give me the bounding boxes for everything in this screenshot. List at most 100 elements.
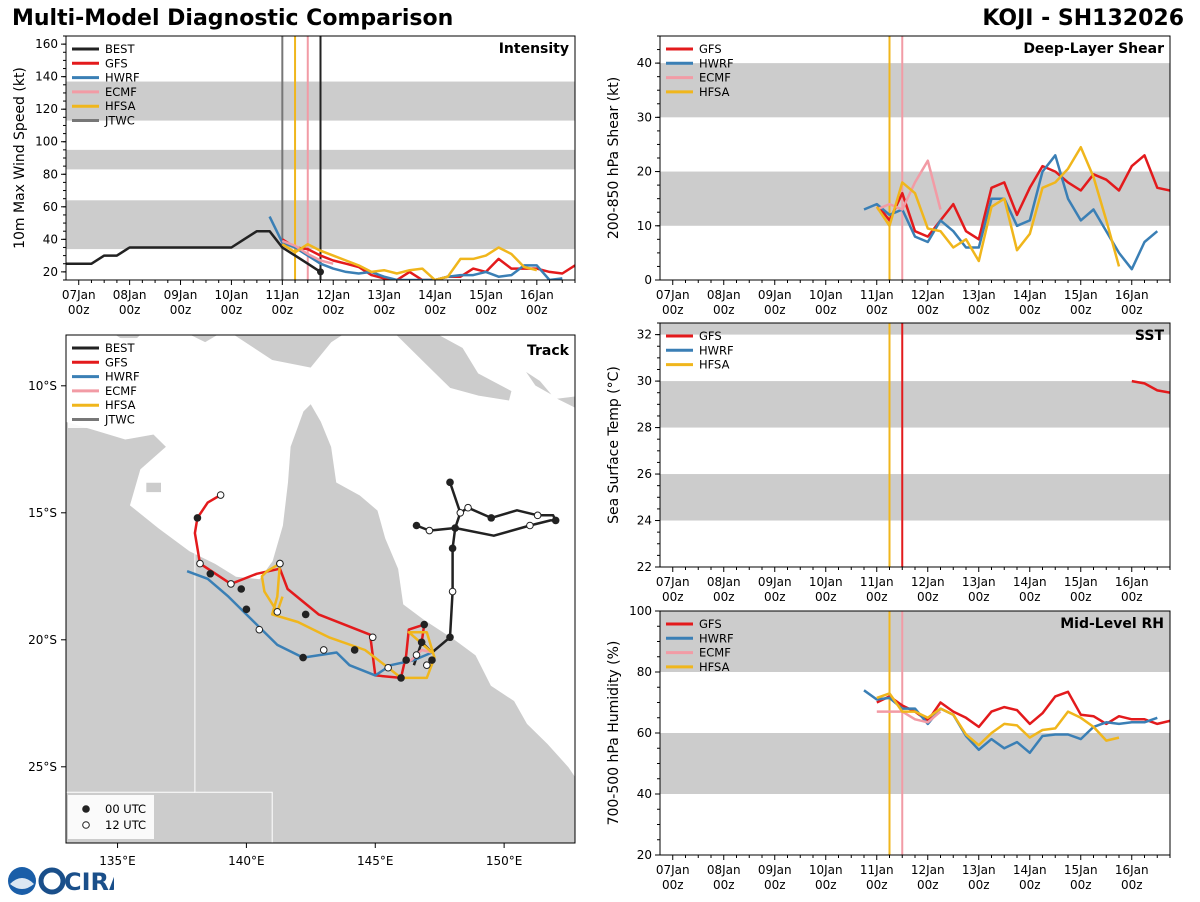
rh-xtick-label: 07Jan 00z: [656, 863, 690, 892]
marker-legend-12utc-icon: [82, 821, 90, 829]
shear-legend-label-hwrf: HWRF: [699, 56, 734, 70]
track-marker-00utc: [350, 646, 359, 654]
intensity-series-best: [66, 229, 322, 273]
track-chart-group: 135°E 140°E 145°E 150°E 10°S 15°S 20°S 25°S Trac…: [28, 334, 576, 868]
rh-xtick-day: 10Jan: [809, 863, 843, 877]
sst-xtick-hour: 00z: [917, 590, 939, 604]
track-legend-label-hwrf: HWRF: [105, 370, 140, 384]
shear-xtick-hour: 00z: [917, 303, 939, 317]
shear-panel-title: Deep-Layer Shear: [1023, 41, 1164, 57]
rh-series-hfsa: [876, 692, 1120, 747]
shear-legend-label-ecmf: ECMF: [699, 71, 731, 85]
intensity-xtick-label: 16Jan 00z: [520, 288, 554, 317]
track-marker-12utc: [368, 633, 377, 642]
sst-ytick-label: 28: [637, 421, 652, 435]
rh-ytick-label: 20: [637, 848, 652, 862]
rh-series-gfs: [876, 690, 1170, 729]
shear-xtick-hour: 00z: [815, 303, 837, 317]
intensity-xtick-label: 13Jan 00z: [367, 288, 401, 317]
track-marker-00utc: [397, 674, 405, 682]
track-marker-00utc: [193, 514, 202, 522]
shear-ytick-label: 30: [637, 110, 652, 124]
rh-xtick-hour: 00z: [713, 878, 735, 892]
sst-xtick-label: 11Jan 00z: [860, 575, 894, 604]
marker-legend-00utc-icon: [82, 805, 90, 813]
shear-xtick-day: 13Jan: [962, 288, 996, 302]
sst-xtick-day: 16Jan: [1115, 575, 1149, 589]
intensity-xtick-day: 16Jan: [520, 288, 554, 302]
shear-xtick-day: 14Jan: [1013, 288, 1047, 302]
rh-plot-area: [660, 611, 1170, 855]
shear-xtick-hour: 00z: [1019, 303, 1041, 317]
rh-xtick-day: 16Jan: [1115, 863, 1149, 877]
shear-xtick-day: 15Jan: [1064, 288, 1098, 302]
shear-plot-area: [660, 36, 1170, 280]
track-marker-12utc: [456, 509, 465, 517]
sst-plot-area: [660, 323, 1170, 567]
intensity-xtick-day: 13Jan: [367, 288, 401, 302]
sst-xtick-label: 16Jan 00z: [1115, 575, 1149, 604]
track-marker-00utc: [428, 656, 436, 664]
intensity-panel-title: Intensity: [499, 41, 569, 57]
shear-xtick-day: 12Jan: [911, 288, 945, 302]
rh-xtick-hour: 00z: [866, 878, 888, 892]
shear-ylabel: 200-850 hPa Shear (kt): [606, 77, 622, 239]
intensity-ytick-label: 160: [35, 37, 58, 51]
track-lon-label: 150°E: [486, 854, 523, 868]
shear-xtick-hour: 00z: [1070, 303, 1092, 317]
track-legend-label-ecmf: ECMF: [105, 384, 137, 398]
rh-xtick-label: 16Jan 00z: [1115, 863, 1149, 892]
intensity-series-ecmf: [281, 239, 334, 265]
sst-xtick-day: 07Jan: [656, 575, 690, 589]
track-marker-00utc: [412, 521, 421, 530]
track-marker-12utc: [255, 625, 264, 634]
intensity-xtick-hour: 00z: [322, 303, 344, 317]
sst-xtick-day: 09Jan: [758, 575, 792, 589]
rh-xtick-label: 14Jan 00z: [1013, 863, 1047, 892]
track-marker-12utc: [273, 608, 282, 616]
marker-legend-12utc-label: 12 UTC: [105, 818, 146, 832]
sst-xtick-hour: 00z: [1121, 590, 1143, 604]
intensity-ytick-label: 140: [35, 70, 58, 84]
rh-xtick-hour: 00z: [1070, 878, 1092, 892]
track-marker-00utc: [206, 569, 215, 578]
intensity-ytick-label: 80: [43, 167, 58, 181]
shear-series-hwrf: [863, 154, 1159, 271]
rh-legend-label-gfs: GFS: [699, 617, 722, 631]
intensity-xtick-label: 09Jan 00z: [164, 288, 198, 317]
shear-xtick-label: 15Jan 00z: [1064, 288, 1098, 317]
track-gfs-path: [193, 493, 426, 680]
track-marker-12utc: [425, 526, 434, 535]
shear-xtick-day: 08Jan: [707, 288, 741, 302]
rh-xtick-hour: 00z: [815, 878, 837, 892]
track-hfsa-path: [260, 562, 436, 680]
rh-xtick-day: 15Jan: [1064, 863, 1098, 877]
track-marker-12utc: [423, 661, 431, 670]
rh-xtick-label: 13Jan 00z: [962, 863, 996, 892]
intensity-legend-label-hwrf: HWRF: [105, 71, 140, 85]
shear-xtick-hour: 00z: [713, 303, 735, 317]
sst-legend-label-gfs: GFS: [699, 329, 722, 343]
rh-xtick-hour: 00z: [1121, 878, 1143, 892]
rh-xtick-day: 13Jan: [962, 863, 996, 877]
sst-ylabel: Sea Surface Temp (°C): [606, 366, 622, 524]
cira-globe-icon: [38, 867, 66, 895]
intensity-xtick-day: 12Jan: [316, 288, 350, 302]
intensity-xtick-day: 07Jan: [62, 288, 96, 302]
intensity-legend-label-gfs: GFS: [105, 56, 128, 70]
sst-xtick-day: 10Jan: [809, 575, 843, 589]
intensity-xtick-hour: 00z: [221, 303, 243, 317]
intensity-xtick-hour: 00z: [373, 303, 395, 317]
australia-landmass: [66, 402, 575, 843]
rh-xtick-day: 14Jan: [1013, 863, 1047, 877]
track-marker-12utc: [533, 511, 542, 520]
sst-xtick-hour: 00z: [968, 590, 990, 604]
shear-xtick-day: 07Jan: [656, 288, 690, 302]
rh-threshold-band: [660, 733, 1170, 794]
shear-ytick-label: 40: [637, 56, 652, 70]
rh-xtick-hour: 00z: [968, 878, 990, 892]
sst-xtick-label: 08Jan 00z: [707, 575, 741, 604]
rh-series-hwrf: [863, 689, 1158, 755]
